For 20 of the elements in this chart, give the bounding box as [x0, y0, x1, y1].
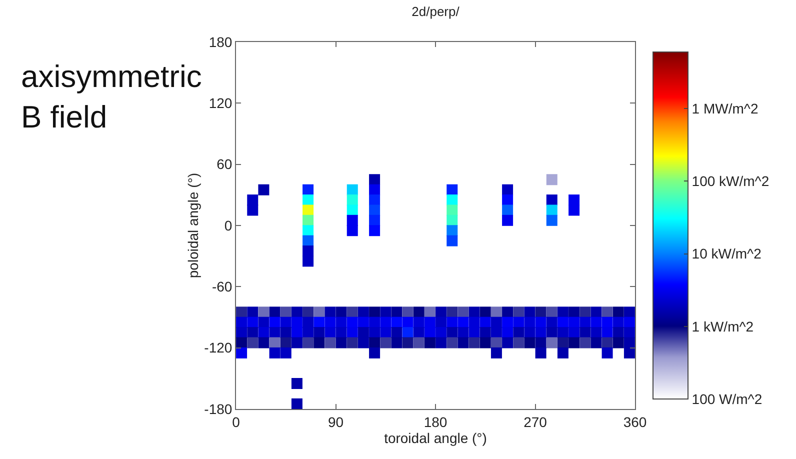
chart-title: 2d/perp/ [412, 4, 460, 19]
x-axis-title: toroidal angle (°) [384, 430, 487, 446]
y-tick-label: -120 [204, 340, 232, 356]
y-axis-title: poloidal angle (°) [184, 172, 201, 278]
x-tick-label: 180 [424, 414, 448, 430]
y-tick-label: 0 [224, 217, 232, 234]
color-bar-label: 1 kW/m^2 [692, 318, 754, 334]
y-tick-label: -180 [204, 400, 232, 417]
y-tick-label: 60 [216, 156, 232, 172]
color-bar-label: 10 kW/m^2 [692, 246, 762, 262]
color-bar-label: 100 W/m^2 [692, 390, 762, 407]
y-tick-label: 120 [208, 95, 232, 112]
y-tick-label: -60 [212, 278, 232, 295]
x-tick-label: 360 [623, 414, 647, 430]
text: axisymmetric B field [21, 59, 202, 134]
x-tick-label: 270 [524, 414, 548, 430]
color-bar-label: 100 kW/m^2 [692, 173, 770, 190]
y-tick-label: 180 [208, 34, 232, 50]
color-bar-label: 1 MW/m^2 [692, 100, 758, 117]
x-tick-label: 90 [328, 414, 344, 430]
